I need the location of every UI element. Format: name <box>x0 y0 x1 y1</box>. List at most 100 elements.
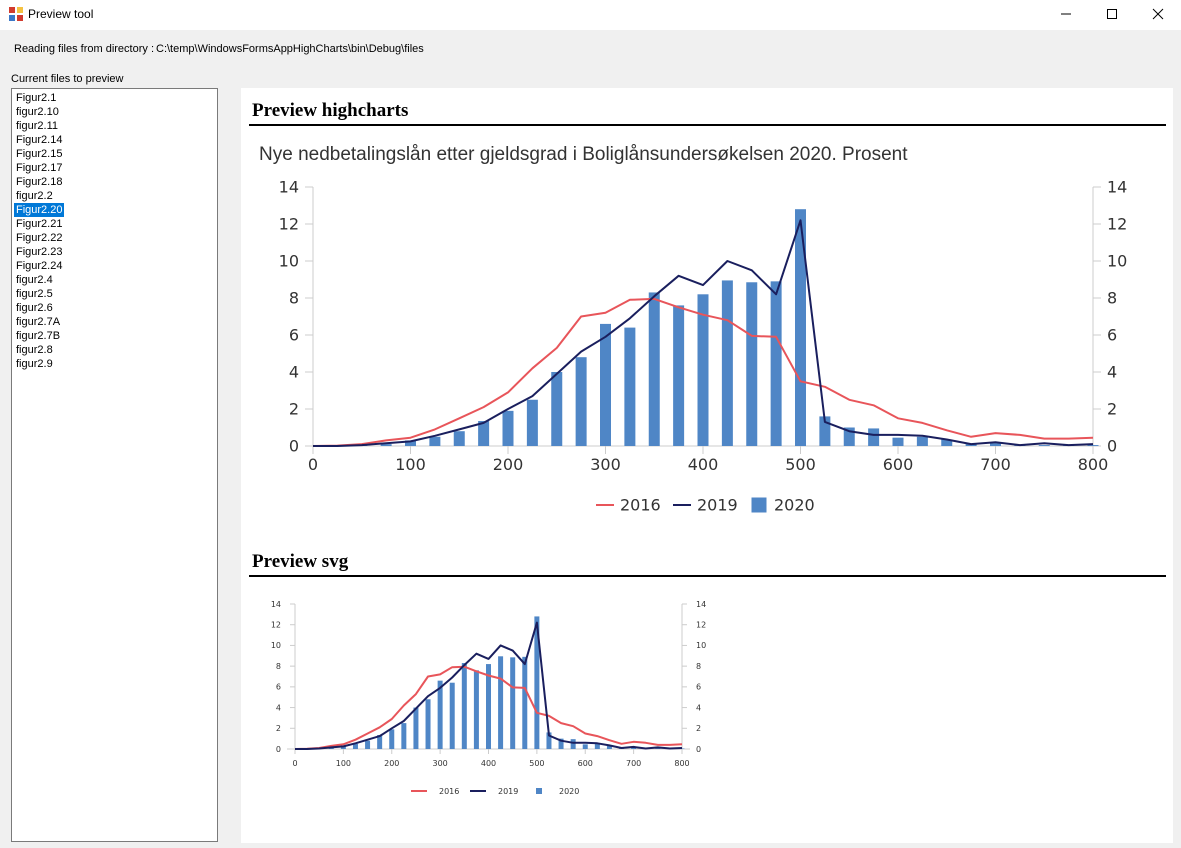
hc-bar-2020 <box>673 305 685 446</box>
svgp-bar-2020 <box>425 699 431 749</box>
file-list-item[interactable]: figur2.4 <box>16 274 53 286</box>
hc-x-tick-label: 300 <box>590 455 621 474</box>
hc-bar-2020 <box>819 416 831 446</box>
maximize-button[interactable] <box>1089 0 1135 30</box>
hc-bar-2020 <box>746 282 758 446</box>
file-list-item[interactable]: Figur2.1 <box>16 92 57 104</box>
hc-y-tick-label-left: 12 <box>279 215 299 234</box>
svgp-legend-label-2016[interactable]: 2016 <box>439 787 459 796</box>
hc-bar-2020 <box>600 323 611 446</box>
svgp-bar-2020 <box>631 747 637 749</box>
svgp-y-tick-label-left: 2 <box>276 724 281 733</box>
hc-legend-label-2016[interactable]: 2016 <box>620 496 661 515</box>
hc-x-tick-label: 100 <box>395 455 426 474</box>
file-list-item[interactable]: Figur2.15 <box>16 148 63 160</box>
close-button[interactable] <box>1135 0 1181 30</box>
hc-bar-2020 <box>1038 445 1050 446</box>
svgp-y-tick-label-right: 2 <box>696 724 701 733</box>
svgp-bar-2020 <box>401 723 407 749</box>
hc-bar-2020 <box>843 427 855 446</box>
hc-y-tick-label-right: 4 <box>1107 363 1117 382</box>
hc-x-tick-label: 200 <box>493 455 524 474</box>
hc-bar-2020 <box>575 357 587 446</box>
svgp-bar-2020 <box>461 663 467 749</box>
svgp-y-tick-label-left: 14 <box>271 600 281 609</box>
svgp-bar-2020 <box>679 748 685 749</box>
svgp-bar-2020 <box>486 664 491 749</box>
file-list-item[interactable]: figur2.7A <box>16 316 61 328</box>
file-list-item[interactable]: Figur2.20 <box>14 203 65 217</box>
hc-bar-2020 <box>429 436 441 446</box>
hc-y-tick-label-right: 2 <box>1107 400 1117 419</box>
file-list-item[interactable]: figur2.2 <box>16 190 53 202</box>
hc-x-tick-label: 0 <box>308 455 318 474</box>
svgp-y-tick-label-left: 10 <box>271 641 281 650</box>
svgp-bar-2020 <box>510 657 516 749</box>
svg-heading-rule <box>249 575 1166 577</box>
hc-y-tick-label-left: 4 <box>289 363 299 382</box>
svgp-bar-2020 <box>389 729 395 749</box>
hc-y-tick-label-right: 6 <box>1107 326 1117 345</box>
hc-line-2016 <box>312 297 1094 447</box>
hc-y-tick-label-left: 2 <box>289 400 299 419</box>
svgp-bar-2020 <box>619 747 625 749</box>
title-bar[interactable]: Preview tool <box>0 0 1181 30</box>
svgp-x-tick-label: 700 <box>626 759 641 768</box>
file-list-item[interactable]: Figur2.17 <box>16 162 63 174</box>
svgp-bar-2020 <box>594 743 600 749</box>
hc-bar-2020 <box>868 428 880 446</box>
svgp-legend-label-2019[interactable]: 2019 <box>498 787 518 796</box>
svgp-x-tick-label: 200 <box>384 759 399 768</box>
hc-x-tick-label: 700 <box>980 455 1011 474</box>
svgp-bar-2020 <box>558 738 564 749</box>
hc-x-tick-label: 500 <box>785 455 816 474</box>
hc-legend-label-2020[interactable]: 2020 <box>774 496 815 515</box>
svgp-bar-2020 <box>377 735 383 749</box>
hc-bar-2020 <box>551 372 563 446</box>
svgp-bar-2020 <box>328 747 334 749</box>
hc-bar-2020 <box>478 421 490 446</box>
file-list-item[interactable]: figur2.5 <box>16 288 53 300</box>
file-list-item[interactable]: Figur2.14 <box>16 134 63 146</box>
directory-path: C:\temp\WindowsFormsAppHighCharts\bin\De… <box>156 43 424 55</box>
hc-y-tick-label-right: 0 <box>1107 437 1117 456</box>
hc-y-tick-label-left: 0 <box>289 437 299 456</box>
directory-label: Reading files from directory : <box>14 43 154 55</box>
svgp-legend-symbol-2020[interactable] <box>536 788 542 794</box>
svgp-legend-label-2020[interactable]: 2020 <box>559 787 579 796</box>
svgp-bar-2020 <box>365 740 371 749</box>
file-list-item[interactable]: figur2.7B <box>16 330 61 342</box>
svgp-bar-2020 <box>449 682 455 749</box>
app-icon <box>9 7 23 21</box>
svgp-bar-2020 <box>655 748 661 749</box>
highcharts-heading: Preview highcharts <box>252 100 409 121</box>
file-list-item[interactable]: figur2.8 <box>16 344 53 356</box>
svgp-bar-2020 <box>316 748 322 749</box>
svgp-bar-2020 <box>473 670 479 749</box>
hc-bar-2020 <box>916 436 928 446</box>
svgp-y-tick-label-right: 10 <box>696 641 706 650</box>
svgp-bar-2020 <box>534 616 540 749</box>
file-list-item[interactable]: Figur2.22 <box>16 232 63 244</box>
hc-legend-label-2019[interactable]: 2019 <box>697 496 738 515</box>
highcharts-heading-rule <box>249 124 1166 126</box>
hc-legend-symbol-2020[interactable] <box>751 497 767 513</box>
chart-title: Nye nedbetalingslån etter gjeldsgrad i B… <box>259 144 908 165</box>
hc-bar-2020 <box>648 292 660 446</box>
file-list-item[interactable]: Figur2.21 <box>16 218 63 230</box>
file-list-item[interactable]: figur2.9 <box>16 358 53 370</box>
file-list-item[interactable]: figur2.11 <box>16 120 58 132</box>
svgp-y-tick-label-left: 4 <box>276 703 281 712</box>
file-list-item[interactable]: Figur2.18 <box>16 176 63 188</box>
file-list-item[interactable]: figur2.10 <box>16 106 59 118</box>
hc-bar-2020 <box>405 440 416 446</box>
file-list-item[interactable]: Figur2.24 <box>16 260 63 272</box>
file-list-item[interactable]: figur2.6 <box>16 302 53 314</box>
minimize-button[interactable] <box>1043 0 1089 30</box>
hc-x-tick-label: 400 <box>688 455 719 474</box>
svgp-bar-2020 <box>643 748 649 749</box>
hc-bar-2020 <box>990 443 1001 446</box>
hc-bar-2020 <box>624 327 636 446</box>
file-listbox[interactable]: Figur2.1 figur2.10 figur2.11 Figur2.14 Figur… <box>11 88 218 842</box>
file-list-item[interactable]: Figur2.23 <box>16 246 63 258</box>
